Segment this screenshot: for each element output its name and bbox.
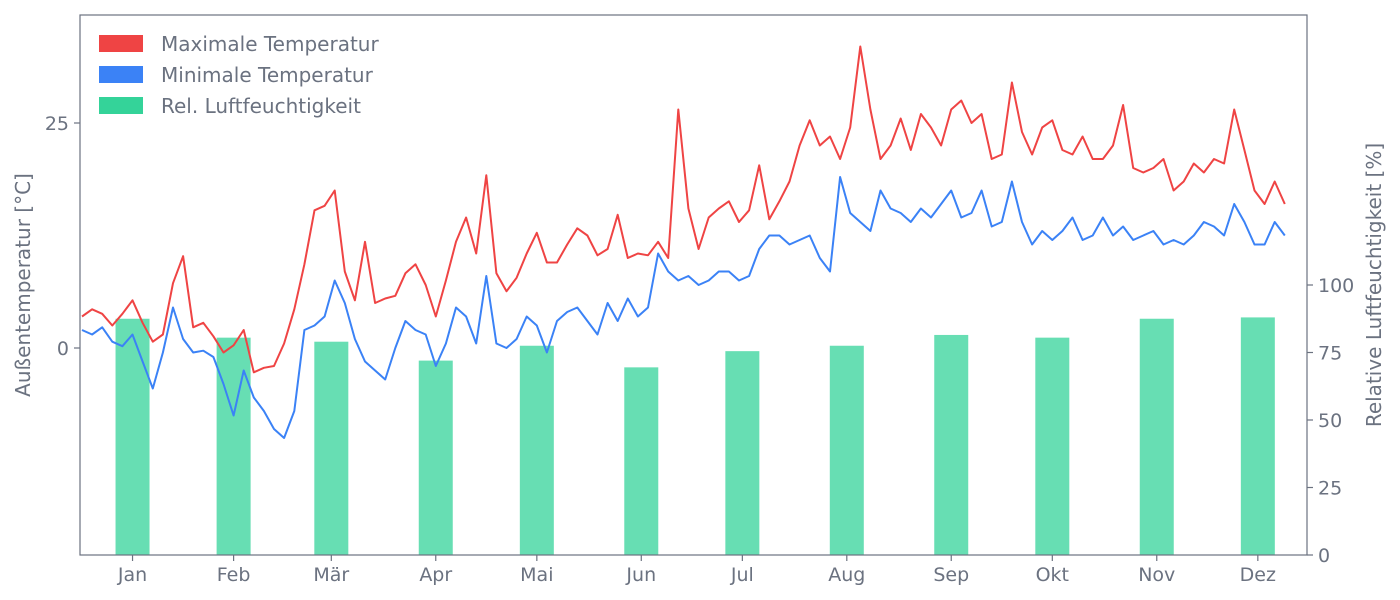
humidity-bar-3 xyxy=(314,341,349,555)
y-right-tick-label-5: 100 xyxy=(1318,275,1354,297)
x-tick-label-7: Jul xyxy=(730,564,754,586)
x-tick-label-6: Jun xyxy=(625,564,656,586)
legend-label-humidity: Rel. Luftfeuchtigkeit xyxy=(161,94,361,118)
min-temperature-line xyxy=(81,176,1286,439)
legend-label-max: Maximale Temperatur xyxy=(161,32,379,56)
x-tick-label-1: Jan xyxy=(117,564,147,586)
x-tick-label-8: Aug xyxy=(828,564,865,586)
humidity-bar-2 xyxy=(216,337,251,555)
humidity-bar-5 xyxy=(519,345,554,555)
legend-swatch-max xyxy=(99,35,143,52)
humidity-bar-10 xyxy=(1035,337,1070,555)
y-right-tick-label-1: 0 xyxy=(1318,545,1330,567)
y-right-tick-label-2: 25 xyxy=(1318,478,1342,500)
y-right-tick-label-4: 75 xyxy=(1318,343,1342,365)
humidity-bar-11 xyxy=(1139,318,1174,555)
y-left-tick-label-2: 25 xyxy=(45,113,69,135)
x-tick-label-12: Dez xyxy=(1240,564,1276,586)
legend-label-min: Minimale Temperatur xyxy=(161,63,374,87)
x-tick-label-2: Feb xyxy=(217,564,251,586)
legend-swatch-humidity xyxy=(99,97,143,114)
y-axis-left-title: Außentemperatur [°C] xyxy=(11,173,35,397)
humidity-bar-9 xyxy=(934,334,969,555)
x-axis: Jan Feb Mär Apr Mai Jun Jul Aug Sep Okt Nov Dez xyxy=(117,555,1276,586)
x-tick-label-9: Sep xyxy=(933,564,969,586)
humidity-bars xyxy=(115,317,1275,555)
x-tick-label-10: Okt xyxy=(1036,564,1069,586)
x-tick-label-3: Mär xyxy=(313,564,349,586)
y-left-tick-label-1: 0 xyxy=(57,338,69,360)
humidity-bar-7 xyxy=(725,351,760,555)
humidity-bar-6 xyxy=(624,367,659,555)
humidity-bar-4 xyxy=(418,360,453,555)
y-axis-right: 0 25 50 75 100 xyxy=(1307,275,1354,567)
x-tick-label-4: Apr xyxy=(419,564,452,586)
y-axis-right-title: Relative Luftfeuchtigkeit [%] xyxy=(1362,143,1386,427)
humidity-bar-12 xyxy=(1240,317,1275,555)
temperature-lines xyxy=(81,45,1286,439)
x-tick-label-5: Mai xyxy=(520,564,553,586)
max-temperature-line xyxy=(81,45,1286,374)
humidity-bar-8 xyxy=(829,345,864,555)
legend-swatch-min xyxy=(99,66,143,83)
x-tick-label-11: Nov xyxy=(1138,564,1175,586)
y-right-tick-label-3: 50 xyxy=(1318,410,1342,432)
humidity-bar-1 xyxy=(115,318,150,555)
legend: Maximale Temperatur Minimale Temperatur … xyxy=(99,32,379,118)
y-axis-left: 0 25 xyxy=(45,113,80,360)
